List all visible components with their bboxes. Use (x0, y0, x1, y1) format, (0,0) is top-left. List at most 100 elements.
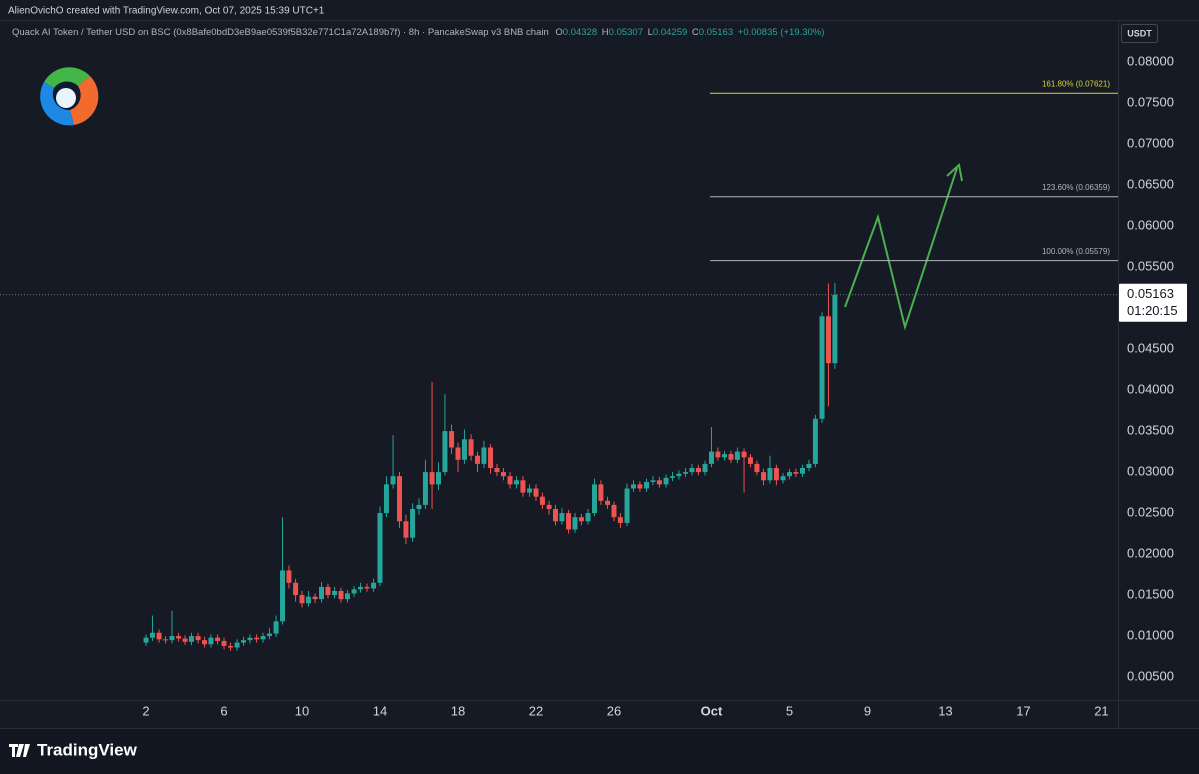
candle-body (533, 488, 539, 497)
brand-name: TradingView (37, 740, 138, 759)
candle-body (280, 570, 286, 622)
candle-body (429, 472, 435, 485)
candle-body (806, 463, 812, 468)
x-tick-label: 14 (373, 703, 387, 718)
x-tick-label: 17 (1016, 703, 1030, 718)
candle-body (188, 636, 194, 642)
candle-body (650, 480, 656, 482)
x-tick-label: 2 (142, 703, 149, 718)
candle-body (695, 467, 701, 473)
candle-body (715, 451, 721, 458)
candle-body (663, 477, 669, 485)
candle-body (500, 472, 506, 477)
footer-bar (0, 728, 1199, 774)
candle-body (741, 451, 747, 458)
candle-body (442, 431, 448, 473)
candle-body (728, 454, 734, 460)
x-tick-label: 5 (786, 703, 793, 718)
candle-body (825, 316, 831, 364)
ohlc-value: 0.04328 (563, 27, 597, 38)
candle-body (390, 476, 396, 485)
candle-body (780, 476, 786, 481)
candle-body (605, 500, 611, 505)
candle-body (676, 473, 682, 477)
candle-body (474, 455, 480, 464)
candle-body (800, 467, 806, 474)
candle-body (669, 476, 675, 478)
candle-body (422, 472, 428, 505)
candle-body (559, 513, 565, 522)
candle-body (227, 645, 233, 648)
last-price-label: 0.05163 (1127, 286, 1174, 301)
candle-body (461, 439, 467, 460)
candle-body (552, 508, 558, 522)
candle-body (149, 632, 155, 638)
candle-body (195, 636, 201, 641)
change: +0.00835 (+19.30%) (738, 27, 825, 38)
y-tick-label: 0.08000 (1127, 54, 1174, 69)
candle-body (325, 586, 331, 596)
candle-body (566, 513, 572, 530)
candle-body (598, 484, 604, 501)
candle-body (143, 637, 149, 643)
candle-body (513, 480, 519, 485)
candle-body (319, 586, 325, 600)
y-tick-label: 0.04000 (1127, 382, 1174, 397)
candle-body (585, 513, 591, 522)
logo-part (70, 76, 99, 125)
candle-body (546, 504, 552, 509)
candle-body (266, 633, 272, 637)
fib-level-label: 100.00% (0.05579) (1042, 247, 1110, 256)
candle-body (176, 636, 182, 639)
candle-body (208, 637, 214, 645)
candle-body (767, 467, 773, 481)
symbol-title: Quack AI Token / Tether USD on BSC (0x8B… (12, 27, 549, 38)
candle-body (202, 640, 208, 645)
ohlc-label: C (692, 27, 699, 38)
candle-body (468, 439, 474, 456)
candle-body (527, 488, 533, 493)
candle-body (708, 451, 714, 464)
candle-body (377, 513, 383, 583)
y-tick-label: 0.07500 (1127, 95, 1174, 110)
candle-body (338, 590, 344, 600)
candle-body (156, 632, 162, 640)
candle-body (436, 472, 442, 485)
candle-body (488, 447, 494, 468)
fib-level-label: 161.80% (0.07621) (1042, 79, 1110, 88)
candle-body (644, 481, 650, 489)
candle-body (578, 517, 584, 522)
projection-path (844, 167, 958, 331)
ohlc-label: H (602, 27, 609, 38)
x-tick-label: 18 (451, 703, 465, 718)
candles (143, 282, 838, 651)
attribution: AlienOvichO created with TradingView.com… (8, 6, 325, 17)
candle-body (481, 447, 487, 464)
candle-body (305, 596, 311, 604)
ohlc-label: O (555, 27, 562, 38)
x-tick-label: 10 (295, 703, 309, 718)
candle-body (747, 457, 753, 464)
candle-body (819, 316, 825, 419)
candle-body (507, 476, 513, 485)
candle-body (683, 472, 689, 474)
currency-box (1121, 24, 1158, 43)
candle-body (656, 480, 662, 485)
fib-level-label: 123.60% (0.06359) (1042, 183, 1110, 192)
candle-body (702, 463, 708, 473)
candle-body (572, 517, 578, 530)
candle-body (689, 467, 695, 473)
candle-body (215, 637, 221, 641)
ohlc-label: L (648, 27, 653, 38)
y-tick-label: 0.04500 (1127, 341, 1174, 356)
y-tick-label: 0.03500 (1127, 423, 1174, 438)
candle-body (786, 472, 792, 477)
legend-line: Quack AI Token / Tether USD on BSC (0x8B… (12, 27, 824, 38)
candle-body (591, 484, 597, 514)
candle-body (364, 586, 370, 589)
candle-body (312, 596, 318, 600)
candle-body (332, 590, 338, 596)
candle-body (371, 582, 377, 589)
projection-arrow (844, 163, 963, 331)
